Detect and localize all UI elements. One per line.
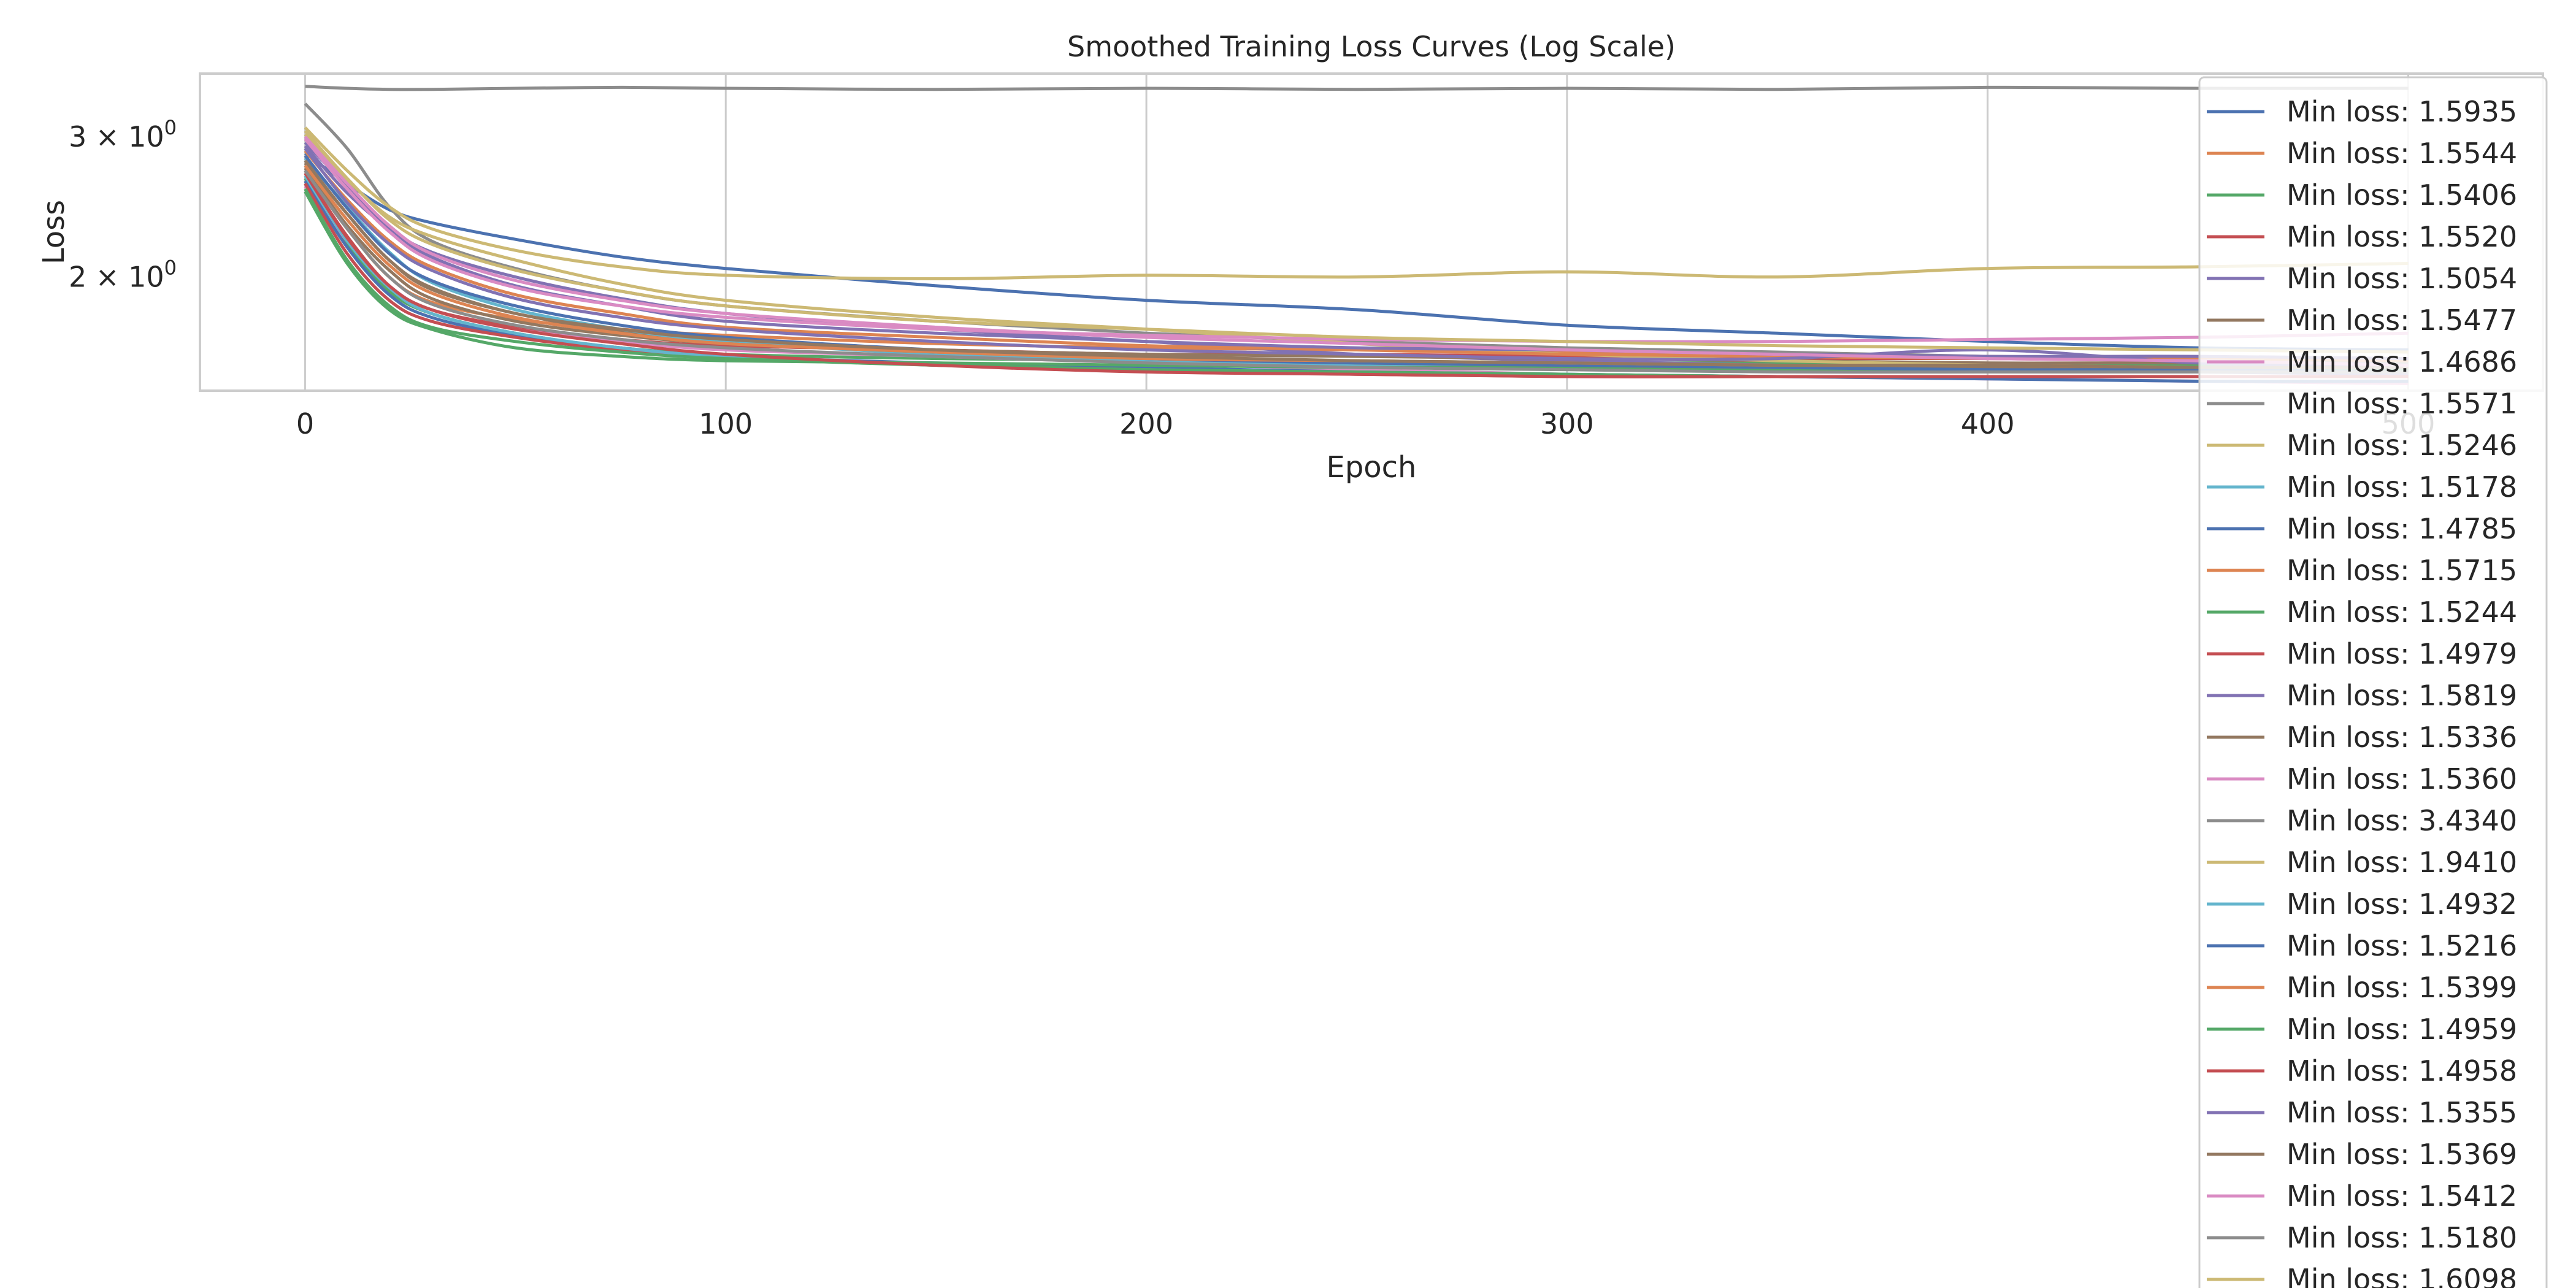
legend-label: Min loss: 1.5336 (2287, 721, 2517, 754)
y-axis-label: Loss (37, 200, 71, 264)
legend-label: Min loss: 1.9410 (2287, 846, 2517, 879)
x-tick-label: 100 (699, 407, 753, 440)
legend-entry: Min loss: 1.5178 (2207, 470, 2517, 504)
legend-label: Min loss: 1.5244 (2287, 596, 2517, 629)
series-line-26 (304, 159, 2409, 369)
legend-label: Min loss: 1.4959 (2287, 1013, 2517, 1046)
legend-entry: Min loss: 1.4686 (2207, 345, 2517, 378)
legend-label: Min loss: 1.4979 (2287, 637, 2517, 670)
chart-title: Smoothed Training Loss Curves (Log Scale… (1067, 30, 1676, 63)
series-line-1 (304, 151, 2409, 351)
legend-entry: Min loss: 1.5216 (2207, 929, 2517, 962)
legend-entry: Min loss: 1.5520 (2207, 220, 2517, 253)
x-tick-label: 200 (1119, 407, 1173, 440)
x-tick-label: 0 (296, 407, 314, 440)
legend-label: Min loss: 1.5935 (2287, 95, 2517, 128)
legend-label: Min loss: 1.5246 (2287, 429, 2517, 462)
legend-entry: Min loss: 1.4979 (2207, 637, 2517, 670)
legend-entry: Min loss: 1.5544 (2207, 137, 2517, 170)
legend-label: Min loss: 1.5571 (2287, 387, 2517, 420)
legend-entry: Min loss: 1.4958 (2207, 1054, 2517, 1087)
legend-label: Min loss: 1.5180 (2287, 1221, 2517, 1254)
legend-label: Min loss: 1.5360 (2287, 762, 2517, 795)
legend-label: Min loss: 1.5216 (2287, 929, 2517, 962)
legend-entry: Min loss: 1.5369 (2207, 1138, 2517, 1171)
x-tick-label: 300 (1540, 407, 1594, 440)
legend-label: Min loss: 1.5715 (2287, 554, 2517, 587)
legend-entry: Min loss: 1.5244 (2207, 596, 2517, 629)
legend-label: Min loss: 1.4932 (2287, 887, 2517, 921)
y-tick-exp: 0 (164, 116, 177, 139)
legend-label: Min loss: 1.5054 (2287, 262, 2517, 295)
series-line-24 (304, 172, 2409, 378)
legend-entry: Min loss: 1.5819 (2207, 679, 2517, 712)
legend-label: Min loss: 3.4340 (2287, 804, 2517, 837)
legend-label: Min loss: 1.5369 (2287, 1138, 2517, 1171)
legend-entry: Min loss: 1.6098 (2207, 1263, 2517, 1288)
legend-entry: Min loss: 1.5054 (2207, 262, 2517, 295)
legend-entry: Min loss: 1.5355 (2207, 1096, 2517, 1129)
legend-label: Min loss: 1.5520 (2287, 220, 2517, 253)
series-line-18 (305, 85, 2409, 91)
legend-entry: Min loss: 1.5477 (2207, 304, 2517, 337)
legend-label: Min loss: 1.5178 (2287, 470, 2517, 504)
y-tick-base: 3 × 10 (69, 120, 164, 153)
series-line-28 (304, 169, 2409, 374)
x-axis-label: Epoch (1327, 450, 1417, 485)
legend-entry: Min loss: 1.5412 (2207, 1179, 2517, 1213)
y-tick-exp: 0 (164, 256, 177, 280)
legend-entry: Min loss: 1.4785 (2207, 512, 2517, 545)
series-lines (304, 85, 2409, 385)
y-tick-base: 2 × 10 (69, 261, 164, 294)
series-line-29 (304, 129, 2409, 354)
legend-entry: Min loss: 1.5715 (2207, 554, 2517, 587)
legend-label: Min loss: 1.5477 (2287, 304, 2517, 337)
legend-label: Min loss: 1.4686 (2287, 345, 2517, 378)
legend-label: Min loss: 1.5819 (2287, 679, 2517, 712)
legend-entry: Min loss: 1.5935 (2207, 95, 2517, 128)
series-line-15 (304, 141, 2409, 361)
legend-label: Min loss: 1.5544 (2287, 137, 2517, 170)
y-tick-label: 3 × 100 (69, 116, 177, 153)
legend-label: Min loss: 1.5355 (2287, 1096, 2517, 1129)
legend-entry: Min loss: 1.5246 (2207, 429, 2517, 462)
legend: Min loss: 1.5935 Min loss: 1.5544 Min loss… (2198, 76, 2548, 1288)
series-line-19 (304, 126, 2409, 280)
legend-box (2198, 76, 2548, 1288)
series-line-25 (304, 147, 2409, 369)
legend-entry: Min loss: 1.5336 (2207, 721, 2517, 754)
legend-label: Min loss: 1.4958 (2287, 1054, 2517, 1087)
legend-entry: Min loss: 1.5360 (2207, 762, 2517, 795)
legend-label: Min loss: 1.5399 (2287, 971, 2517, 1004)
legend-entry: Min loss: 1.9410 (2207, 846, 2517, 879)
legend-entry: Min loss: 1.5399 (2207, 971, 2517, 1004)
legend-label: Min loss: 1.4785 (2287, 512, 2517, 545)
legend-entry: Min loss: 1.4932 (2207, 887, 2517, 921)
x-tick-label: 400 (1961, 407, 2015, 440)
series-line-27 (304, 136, 2409, 367)
x-tick-labels: 0100200300400500 (296, 407, 2436, 440)
series-line-11 (304, 180, 2409, 383)
legend-entry: Min loss: 3.4340 (2207, 804, 2517, 837)
series-line-17 (304, 137, 2409, 343)
legend-entry: Min loss: 1.4959 (2207, 1013, 2517, 1046)
legend-entry: Min loss: 1.5180 (2207, 1221, 2517, 1254)
legend-entry: Min loss: 1.5406 (2207, 178, 2517, 212)
legend-label: Min loss: 1.6098 (2287, 1263, 2517, 1288)
legend-label: Min loss: 1.5412 (2287, 1179, 2517, 1213)
legend-label: Min loss: 1.5406 (2287, 178, 2517, 212)
legend-entry: Min loss: 1.5571 (2207, 387, 2517, 420)
y-tick-label: 2 × 100 (69, 256, 177, 294)
